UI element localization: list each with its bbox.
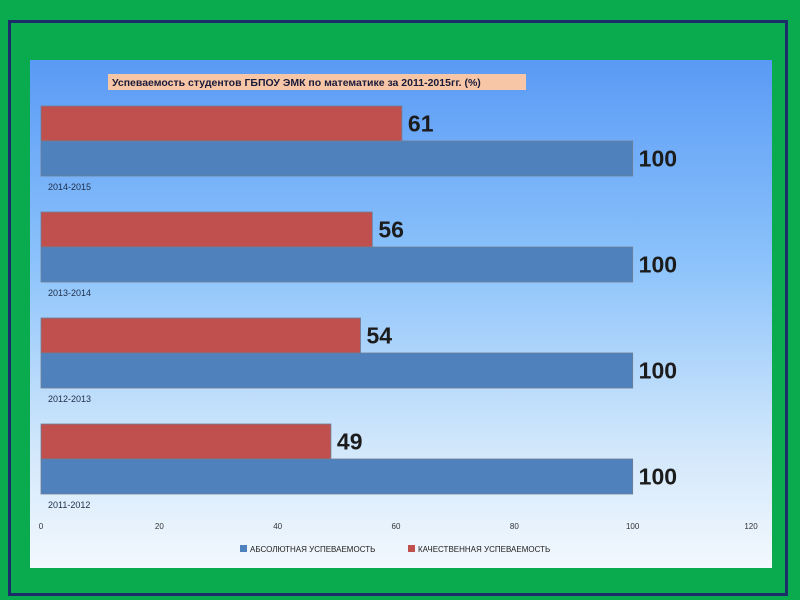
category-label-2012-2013: 2012-2013 bbox=[48, 394, 91, 404]
data-label-quality-2014-2015: 61 bbox=[408, 111, 434, 137]
data-label-absolute-2014-2015: 100 bbox=[639, 146, 677, 172]
x-axis: 0 20 40 60 80 100 120 bbox=[39, 522, 758, 531]
bars-layer: 61 100 2014-2015 56 100 2013-2014 54 100 2012-20… bbox=[40, 105, 677, 510]
x-tick-label-40: 40 bbox=[273, 522, 282, 531]
x-tick-label-20: 20 bbox=[155, 522, 164, 531]
x-tick-label-120: 120 bbox=[744, 522, 758, 531]
bar-absolute-2013-2014 bbox=[40, 246, 634, 283]
x-tick-label-60: 60 bbox=[392, 522, 401, 531]
legend-label-absolute: АБСОЛЮТНАЯ УСПЕВАЕМОСТЬ bbox=[250, 545, 375, 554]
data-label-quality-2013-2014: 56 bbox=[378, 217, 404, 243]
bar-quality-2014-2015 bbox=[40, 105, 403, 142]
chart-title: Успеваемость студентов ГБПОУ ЭМК по мате… bbox=[112, 77, 481, 89]
legend: АБСОЛЮТНАЯ УСПЕВАЕМОСТЬ КАЧЕСТВЕННАЯ УСПЕ… bbox=[240, 545, 550, 554]
data-label-absolute-2012-2013: 100 bbox=[639, 358, 677, 384]
bar-absolute-2014-2015 bbox=[40, 140, 634, 177]
chart-title-highlight bbox=[108, 74, 526, 90]
data-label-absolute-2011-2012: 100 bbox=[639, 464, 677, 490]
legend-swatch-quality bbox=[408, 545, 415, 552]
legend-label-quality: КАЧЕСТВЕННАЯ УСПЕВАЕМОСТЬ bbox=[418, 545, 550, 554]
data-label-quality-2012-2013: 54 bbox=[367, 323, 393, 349]
x-tick-label-80: 80 bbox=[510, 522, 519, 531]
x-tick-label-100: 100 bbox=[626, 522, 640, 531]
data-label-quality-2011-2012: 49 bbox=[337, 429, 363, 455]
data-label-absolute-2013-2014: 100 bbox=[639, 252, 677, 278]
bar-quality-2013-2014 bbox=[40, 211, 373, 248]
bar-absolute-2011-2012 bbox=[40, 458, 634, 495]
category-label-2011-2012: 2011-2012 bbox=[48, 500, 90, 510]
bar-absolute-2012-2013 bbox=[40, 352, 634, 389]
bar-quality-2011-2012 bbox=[40, 423, 332, 460]
x-tick-label-0: 0 bbox=[39, 522, 44, 531]
legend-swatch-absolute bbox=[240, 545, 247, 552]
bar-quality-2012-2013 bbox=[40, 317, 361, 354]
category-label-2013-2014: 2013-2014 bbox=[48, 288, 91, 298]
category-label-2014-2015: 2014-2015 bbox=[48, 182, 91, 192]
